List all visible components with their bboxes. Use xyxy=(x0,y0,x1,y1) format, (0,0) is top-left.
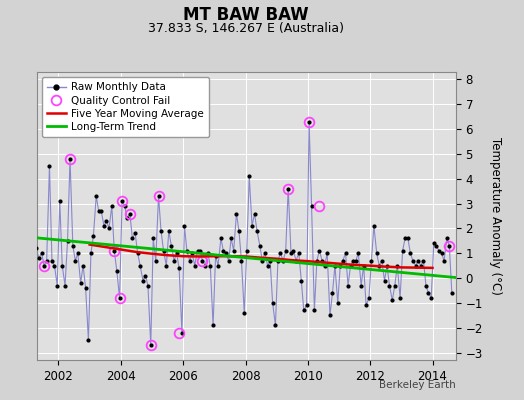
Text: 37.833 S, 146.267 E (Australia): 37.833 S, 146.267 E (Australia) xyxy=(148,22,344,35)
Legend: Raw Monthly Data, Quality Control Fail, Five Year Moving Average, Long-Term Tren: Raw Monthly Data, Quality Control Fail, … xyxy=(42,77,209,137)
Text: Berkeley Earth: Berkeley Earth xyxy=(379,380,456,390)
Text: MT BAW BAW: MT BAW BAW xyxy=(183,6,309,24)
Y-axis label: Temperature Anomaly (°C): Temperature Anomaly (°C) xyxy=(489,137,503,295)
